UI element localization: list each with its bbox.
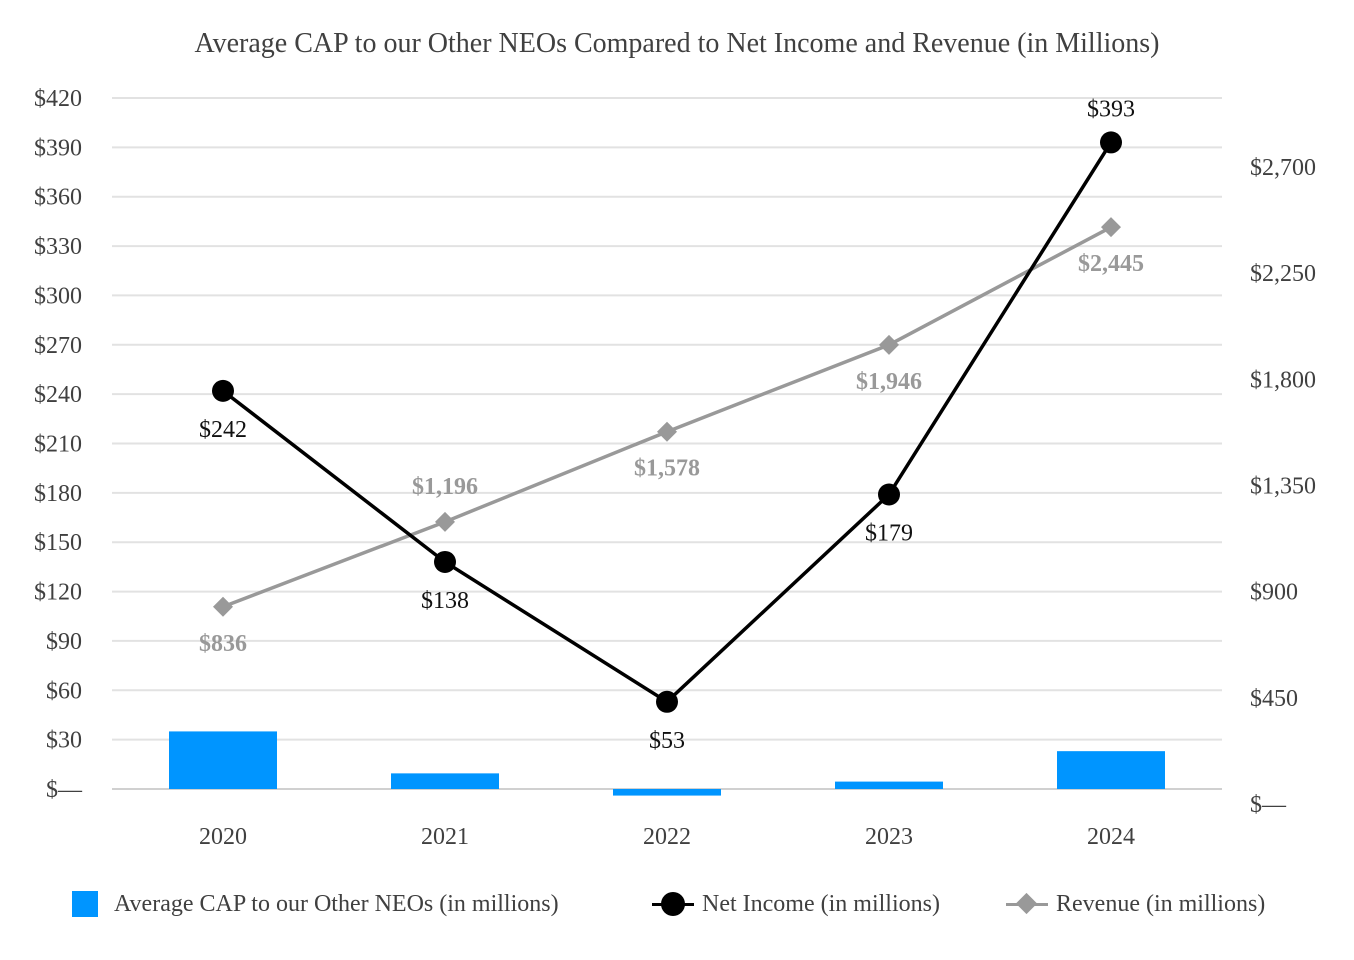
left-axis-tick-label: $180 [34,481,82,507]
right-axis-tick-label: $2,700 [1250,155,1316,181]
revenue-marker-2022 [657,421,677,442]
bar-cap-2023 [835,781,943,789]
left-axis-tick-label: $420 [34,86,82,112]
chart-svg: Average CAP to our Other NEOs Compared t… [34,28,1316,850]
revenue-marker-2020 [213,596,233,617]
right-axis-tick-label: $1,350 [1250,474,1316,500]
bar-cap-2020 [169,731,277,789]
net-income-data-label: $393 [1087,96,1135,122]
left-axis-tick-label: $240 [34,382,82,408]
legend-item-net-income[interactable]: Net Income (in millions) [652,884,940,924]
right-axis-tick-label: $900 [1250,580,1298,606]
left-axis-tick-label: $— [46,777,83,803]
net-income-marker-2020 [212,379,234,402]
legend-label-cap: Average CAP to our Other NEOs (in millio… [114,890,559,917]
net-income-data-label: $138 [421,588,469,614]
net-income-data-label: $53 [649,728,685,754]
right-axis-tick-label: $— [1250,792,1287,818]
revenue-data-label: $1,578 [634,456,700,482]
revenue-marker-2021 [435,511,455,532]
revenue-data-label: $836 [199,631,247,657]
net-income-marker-2021 [434,550,456,573]
right-axis-tick-label: $2,250 [1250,261,1316,287]
net-income-marker-2022 [656,690,678,713]
left-axis-tick-label: $270 [34,333,82,359]
x-axis-tick-label: 2020 [199,824,247,850]
legend: Average CAP to our Other NEOs (in millio… [0,884,1354,924]
left-axis-tick-label: $390 [34,135,82,161]
left-axis-tick-label: $210 [34,432,82,458]
legend-label-net-income: Net Income (in millions) [702,890,940,917]
left-axis-tick-label: $330 [34,234,82,260]
revenue-line [222,225,1112,609]
bar-cap-2024 [1057,751,1165,789]
net-income-marker-2024 [1100,131,1122,154]
chart-title: Average CAP to our Other NEOs Compared t… [194,28,1159,59]
revenue-data-label: $1,196 [412,474,478,500]
left-axis-tick-label: $150 [34,530,82,556]
left-axis-tick-label: $60 [46,678,82,704]
legend-swatch-net-income [652,884,694,924]
x-axis-tick-label: 2023 [865,824,913,850]
revenue-data-label: $2,445 [1078,251,1144,277]
left-axis-tick-label: $300 [34,283,82,309]
legend-item-revenue[interactable]: Revenue (in millions) [1006,884,1265,924]
bar-cap-2022 [613,789,721,796]
legend-swatch-cap [72,891,98,917]
x-axis-tick-label: 2021 [421,824,469,850]
net-income-marker-2023 [878,483,900,506]
revenue-marker-2024 [1101,217,1121,238]
legend-item-cap[interactable]: Average CAP to our Other NEOs (in millio… [72,884,559,924]
left-axis-tick-label: $360 [34,185,82,211]
bar-cap-2021 [391,773,499,789]
legend-swatch-revenue [1006,884,1048,924]
net-income-data-label: $179 [865,521,913,547]
legend-label-revenue: Revenue (in millions) [1056,890,1266,917]
x-axis-tick-label: 2024 [1087,824,1135,850]
right-axis-tick-label: $1,800 [1250,367,1316,393]
right-axis-tick-label: $450 [1250,686,1298,712]
left-axis-tick-label: $30 [46,728,82,754]
revenue-marker-2023 [879,334,899,355]
left-axis-tick-label: $90 [46,629,82,655]
revenue-data-label: $1,946 [856,369,922,395]
left-axis-tick-label: $120 [34,580,82,606]
net-income-data-label: $242 [199,417,247,443]
x-axis-tick-label: 2022 [643,824,691,850]
